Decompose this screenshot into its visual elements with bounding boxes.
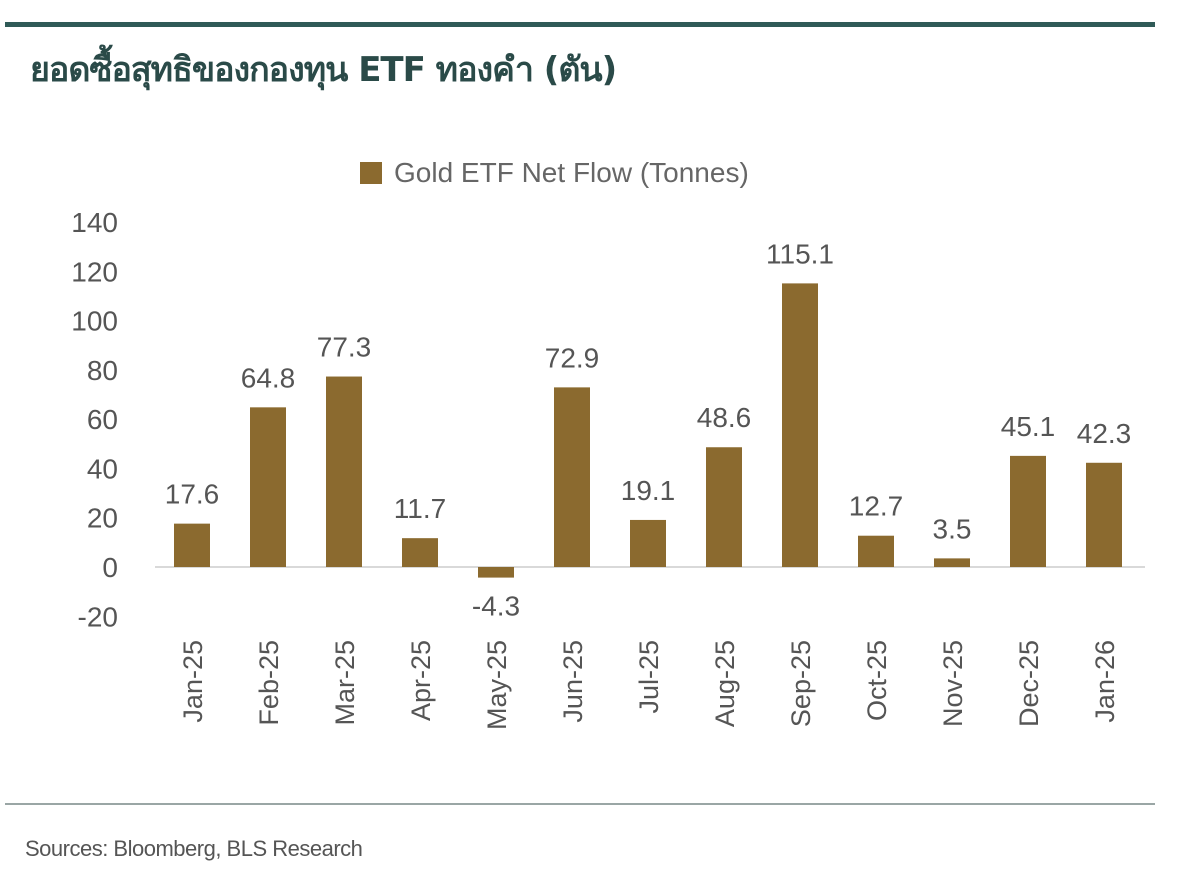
bottom-divider xyxy=(5,803,1155,805)
data-label: 42.3 xyxy=(1077,418,1132,449)
data-label: 12.7 xyxy=(849,491,904,522)
data-label: -4.3 xyxy=(472,591,520,622)
data-label: 19.1 xyxy=(621,475,676,506)
y-tick-label: 80 xyxy=(87,355,118,386)
legend-swatch xyxy=(360,162,382,184)
x-tick-label: Apr-25 xyxy=(406,640,436,721)
x-tick-label: Jul-25 xyxy=(634,640,664,714)
legend-label: Gold ETF Net Flow (Tonnes) xyxy=(394,157,749,188)
x-tick-label: Mar-25 xyxy=(330,640,360,726)
bar xyxy=(782,283,818,567)
bar xyxy=(1086,462,1122,567)
data-label: 11.7 xyxy=(394,493,446,524)
y-tick-label: 40 xyxy=(87,453,118,484)
data-label: 115.1 xyxy=(766,238,834,269)
bar xyxy=(250,407,286,567)
x-tick-label: Jan-25 xyxy=(178,640,208,723)
bar xyxy=(858,535,894,567)
bar xyxy=(1010,455,1046,567)
x-tick-label: Aug-25 xyxy=(710,640,740,727)
y-tick-label: -20 xyxy=(78,601,118,632)
source-note: Sources: Bloomberg, BLS Research xyxy=(25,836,363,861)
x-tick-label: Jan-26 xyxy=(1090,640,1120,723)
bar xyxy=(174,523,210,567)
data-label: 64.8 xyxy=(241,362,296,393)
data-label: 48.6 xyxy=(697,402,752,433)
x-tick-label: Feb-25 xyxy=(254,640,284,726)
x-tick-label: Dec-25 xyxy=(1014,640,1044,727)
y-tick-label: 120 xyxy=(71,256,118,287)
y-tick-label: 100 xyxy=(71,306,118,337)
data-label: 72.9 xyxy=(545,342,600,373)
bar xyxy=(706,447,742,567)
x-tick-label: Oct-25 xyxy=(862,640,892,721)
bar xyxy=(478,567,514,578)
y-tick-label: 20 xyxy=(87,503,118,534)
x-tick-label: Jun-25 xyxy=(558,640,588,723)
bar xyxy=(630,519,666,567)
page-title: ยอดซื้อสุทธิของกองทุน ETF ทองคำ (ตัน) xyxy=(30,50,617,90)
x-tick-label: May-25 xyxy=(482,640,512,730)
y-tick-label: 60 xyxy=(87,404,118,435)
y-tick-label: 0 xyxy=(102,552,118,583)
data-label: 45.1 xyxy=(1001,411,1056,442)
x-tick-label: Sep-25 xyxy=(786,640,816,727)
y-tick-label: 140 xyxy=(71,207,118,238)
bar xyxy=(326,376,362,567)
bar xyxy=(554,387,590,567)
data-label: 77.3 xyxy=(317,332,372,363)
top-divider xyxy=(5,22,1155,27)
bar xyxy=(934,558,970,567)
x-tick-label: Nov-25 xyxy=(938,640,968,727)
bar xyxy=(402,538,438,567)
data-label: 3.5 xyxy=(933,513,972,544)
data-label: 17.6 xyxy=(165,479,220,510)
